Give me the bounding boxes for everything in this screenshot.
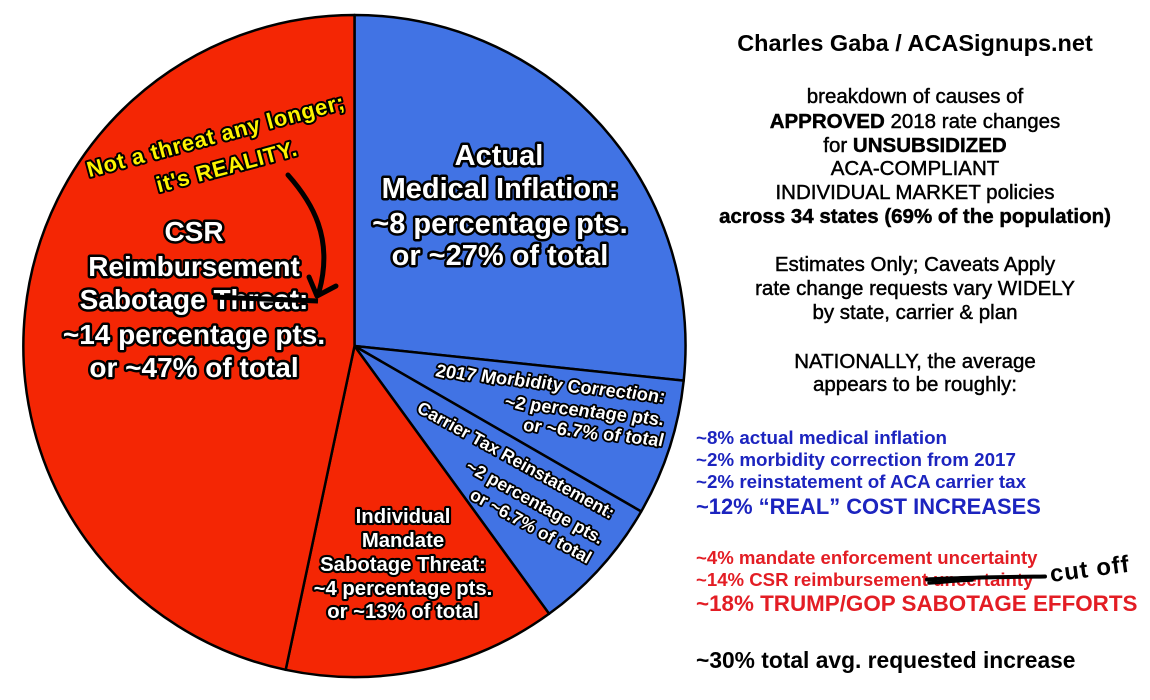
svg-text:Reimbursement: Reimbursement xyxy=(88,251,300,282)
svg-text:~4 percentage pts.: ~4 percentage pts. xyxy=(314,578,493,600)
svg-text:~8% actual medical inflation: ~8% actual medical inflation xyxy=(696,427,947,448)
svg-text:ACA-COMPLIANT: ACA-COMPLIANT xyxy=(831,157,1000,180)
svg-text:or ~47% of total: or ~47% of total xyxy=(89,352,298,383)
svg-text:or ~13% of total: or ~13% of total xyxy=(327,601,479,623)
svg-text:~14% CSR reimbursement uncerta: ~14% CSR reimbursement uncertainty xyxy=(696,569,1034,590)
svg-text:Estimates Only; Caveats Apply: Estimates Only; Caveats Apply xyxy=(775,253,1056,276)
svg-text:Sabotage Threat:: Sabotage Threat: xyxy=(320,554,486,576)
svg-text:~30% total avg. requested incr: ~30% total avg. requested increase xyxy=(696,647,1076,673)
svg-text:Individual: Individual xyxy=(356,506,451,528)
svg-text:NATIONALLY, the average: NATIONALLY, the average xyxy=(794,350,1036,373)
svg-text:~4% mandate enforcement uncert: ~4% mandate enforcement uncertainty xyxy=(696,547,1038,568)
svg-text:~18% TRUMP/GOP SABOTAGE EFFORT: ~18% TRUMP/GOP SABOTAGE EFFORTS xyxy=(696,591,1138,616)
svg-text:across 34 states (69% of the p: across 34 states (69% of the population) xyxy=(719,205,1111,228)
svg-text:or ~27% of total: or ~27% of total xyxy=(392,240,609,272)
svg-text:appears to be roughly:: appears to be roughly: xyxy=(813,373,1017,396)
svg-text:~12% “REAL” COST INCREASES: ~12% “REAL” COST INCREASES xyxy=(696,494,1041,519)
svg-text:~2% reinstatement of ACA carri: ~2% reinstatement of ACA carrier tax xyxy=(696,471,1027,492)
svg-text:~8 percentage pts.: ~8 percentage pts. xyxy=(372,208,627,240)
svg-text:Actual: Actual xyxy=(455,140,544,172)
svg-text:for UNSUBSIDIZED: for UNSUBSIDIZED xyxy=(823,134,1006,157)
svg-text:CSR: CSR xyxy=(164,216,223,247)
svg-text:APPROVED 2018 rate changes: APPROVED 2018 rate changes xyxy=(770,110,1061,133)
svg-text:~2% morbidity correction from: ~2% morbidity correction from 2017 xyxy=(696,449,1016,470)
svg-text:by state, carrier & plan: by state, carrier & plan xyxy=(812,301,1017,324)
svg-text:Medical Inflation:: Medical Inflation: xyxy=(382,173,619,205)
svg-text:Charles Gaba / ACASignups.net: Charles Gaba / ACASignups.net xyxy=(737,30,1093,56)
svg-text:breakdown of causes of: breakdown of causes of xyxy=(807,85,1024,108)
svg-text:rate change requests vary WIDE: rate change requests vary WIDELY xyxy=(755,277,1075,300)
svg-text:Mandate: Mandate xyxy=(362,530,444,552)
svg-text:INDIVIDUAL MARKET policies: INDIVIDUAL MARKET policies xyxy=(775,181,1054,204)
svg-text:cut off: cut off xyxy=(1048,551,1131,588)
svg-text:~14 percentage pts.: ~14 percentage pts. xyxy=(63,319,325,350)
